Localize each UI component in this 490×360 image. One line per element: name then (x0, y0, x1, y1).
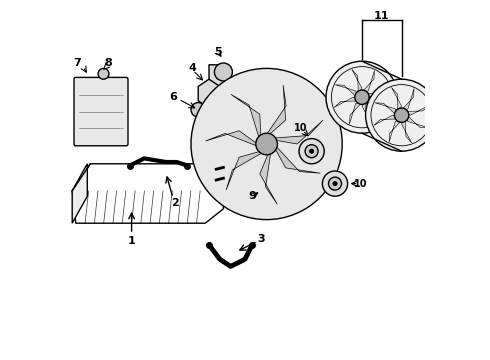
Circle shape (305, 145, 318, 158)
Text: 2: 2 (171, 198, 179, 208)
Polygon shape (399, 89, 414, 113)
Circle shape (322, 171, 347, 196)
Text: 1: 1 (128, 236, 135, 246)
Text: 5: 5 (214, 47, 222, 57)
Polygon shape (352, 69, 362, 97)
Polygon shape (365, 95, 389, 110)
Polygon shape (375, 103, 399, 118)
Circle shape (191, 103, 205, 117)
Polygon shape (389, 118, 404, 142)
Polygon shape (374, 115, 402, 125)
Polygon shape (404, 113, 428, 128)
Polygon shape (360, 71, 374, 95)
Text: 3: 3 (257, 234, 265, 244)
Text: 7: 7 (74, 58, 81, 68)
Polygon shape (231, 94, 261, 145)
Circle shape (394, 108, 409, 122)
Circle shape (355, 90, 369, 104)
Circle shape (98, 68, 109, 79)
Circle shape (333, 181, 337, 186)
Polygon shape (335, 85, 360, 100)
Polygon shape (362, 97, 372, 125)
Text: 11: 11 (374, 11, 390, 21)
Polygon shape (262, 85, 286, 141)
Polygon shape (205, 131, 264, 149)
Text: 6: 6 (169, 92, 177, 102)
Text: 10: 10 (353, 179, 367, 189)
Polygon shape (271, 141, 320, 173)
Polygon shape (402, 105, 429, 115)
Polygon shape (72, 164, 87, 223)
Polygon shape (226, 149, 269, 190)
Circle shape (256, 133, 277, 155)
Polygon shape (392, 87, 402, 115)
Circle shape (366, 79, 438, 151)
Circle shape (215, 63, 232, 81)
Circle shape (328, 177, 342, 190)
Polygon shape (349, 100, 365, 124)
Polygon shape (198, 79, 220, 108)
FancyBboxPatch shape (74, 77, 128, 146)
Polygon shape (260, 145, 277, 204)
Text: 4: 4 (189, 63, 197, 73)
Polygon shape (362, 87, 390, 97)
Polygon shape (402, 115, 412, 143)
Circle shape (299, 139, 324, 164)
Circle shape (326, 61, 398, 133)
Polygon shape (267, 120, 323, 144)
Circle shape (310, 149, 314, 153)
Text: 10: 10 (294, 123, 308, 133)
Polygon shape (209, 65, 231, 94)
Circle shape (191, 68, 342, 220)
Polygon shape (334, 97, 362, 107)
Text: 9: 9 (248, 191, 256, 201)
Text: 8: 8 (104, 58, 112, 68)
